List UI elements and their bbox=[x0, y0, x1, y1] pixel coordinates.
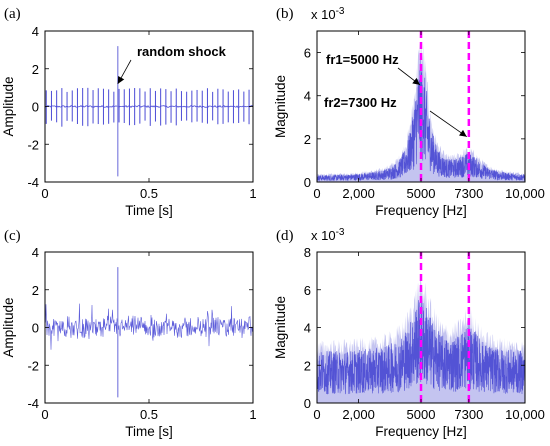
panel-label: (b) bbox=[276, 6, 294, 22]
x-tick-label: 7300 bbox=[454, 407, 483, 422]
y-tick-label: 4 bbox=[304, 89, 311, 104]
y-tick-label: -2 bbox=[27, 137, 39, 152]
y-axis-label: Amplitude bbox=[1, 297, 16, 357]
y-tick-label: 0 bbox=[32, 321, 39, 336]
x-tick-label: 2,000 bbox=[342, 186, 375, 201]
x-tick-label: 1 bbox=[249, 407, 256, 422]
scale-factor: x 10-3 bbox=[311, 6, 345, 22]
x-tick-label: 0 bbox=[41, 407, 48, 422]
panel-2: (b) x 10-3 0 2,000 5000 7300 10,000 0 2 4 6 Frequen… bbox=[273, 6, 545, 218]
x-axis-label: Frequency [Hz] bbox=[375, 203, 467, 218]
annotation-text: random shock bbox=[137, 44, 227, 59]
x-tick-label: 0 bbox=[313, 186, 320, 201]
panel-label: (d) bbox=[276, 228, 294, 244]
y-tick-label: 0 bbox=[32, 100, 39, 115]
y-tick-label: 0 bbox=[304, 175, 311, 190]
y-tick-label: -4 bbox=[27, 396, 39, 411]
y-axis-label: Magnitude bbox=[273, 296, 288, 359]
signal-line bbox=[45, 104, 253, 109]
y-tick-label: 6 bbox=[304, 46, 311, 61]
y-tick-label: 4 bbox=[32, 245, 39, 260]
x-tick-label: 7300 bbox=[454, 186, 483, 201]
panel-4: (d) x 10-3 0 2,000 5000 7300 10,000 0 2 4 6 8 Freque… bbox=[273, 227, 545, 439]
y-tick-label: 2 bbox=[304, 132, 311, 147]
x-axis-label: Frequency [Hz] bbox=[375, 424, 467, 439]
y-axis-label: Amplitude bbox=[1, 76, 16, 136]
scale-factor: x 10-3 bbox=[311, 227, 345, 243]
x-tick-label: 1 bbox=[249, 186, 256, 201]
annotation-arrow bbox=[429, 110, 467, 138]
signal-line bbox=[45, 303, 253, 350]
panel-label: (c) bbox=[4, 228, 21, 244]
panel-3: (c) 0 0.5 1 -4 -2 0 2 4 Time [s] Amplitude bbox=[1, 228, 257, 439]
panel-1: (a) 0 0.5 1 -4 -2 0 2 4 Time [s] Amplitude random s… bbox=[1, 6, 257, 218]
y-axis-label: Magnitude bbox=[273, 75, 288, 138]
y-tick-label: 4 bbox=[32, 24, 39, 39]
y-tick-label: 6 bbox=[304, 283, 311, 298]
x-tick-label: 10,000 bbox=[505, 407, 545, 422]
x-tick-label: 5000 bbox=[407, 407, 436, 422]
y-tick-label: 4 bbox=[304, 321, 311, 336]
x-axis-label: Time [s] bbox=[125, 424, 173, 439]
plot-area bbox=[45, 46, 253, 177]
x-tick-label: 2,000 bbox=[342, 407, 375, 422]
arrow-head bbox=[459, 129, 467, 137]
x-tick-label: 0 bbox=[41, 186, 48, 201]
y-tick-label: -4 bbox=[27, 175, 39, 190]
y-tick-label: 8 bbox=[304, 245, 311, 260]
x-tick-label: 0.5 bbox=[140, 407, 158, 422]
x-tick-label: 0.5 bbox=[140, 186, 158, 201]
y-tick-label: -2 bbox=[27, 358, 39, 373]
annotation-text: fr1=5000 Hz bbox=[326, 52, 399, 67]
y-tick-label: 2 bbox=[32, 62, 39, 77]
y-tick-label: 2 bbox=[32, 283, 39, 298]
x-tick-label: 0 bbox=[313, 407, 320, 422]
x-axis-label: Time [s] bbox=[125, 203, 173, 218]
y-tick-label: 2 bbox=[304, 358, 311, 373]
plot-area bbox=[317, 273, 525, 403]
y-tick-label: 0 bbox=[304, 396, 311, 411]
panel-label: (a) bbox=[4, 6, 21, 22]
x-tick-label: 10,000 bbox=[505, 186, 545, 201]
plot-area bbox=[45, 267, 253, 398]
annotation-text: fr2=7300 Hz bbox=[324, 95, 397, 110]
arrow-head bbox=[412, 77, 420, 85]
x-tick-label: 5000 bbox=[407, 186, 436, 201]
arrow-head bbox=[117, 76, 125, 84]
